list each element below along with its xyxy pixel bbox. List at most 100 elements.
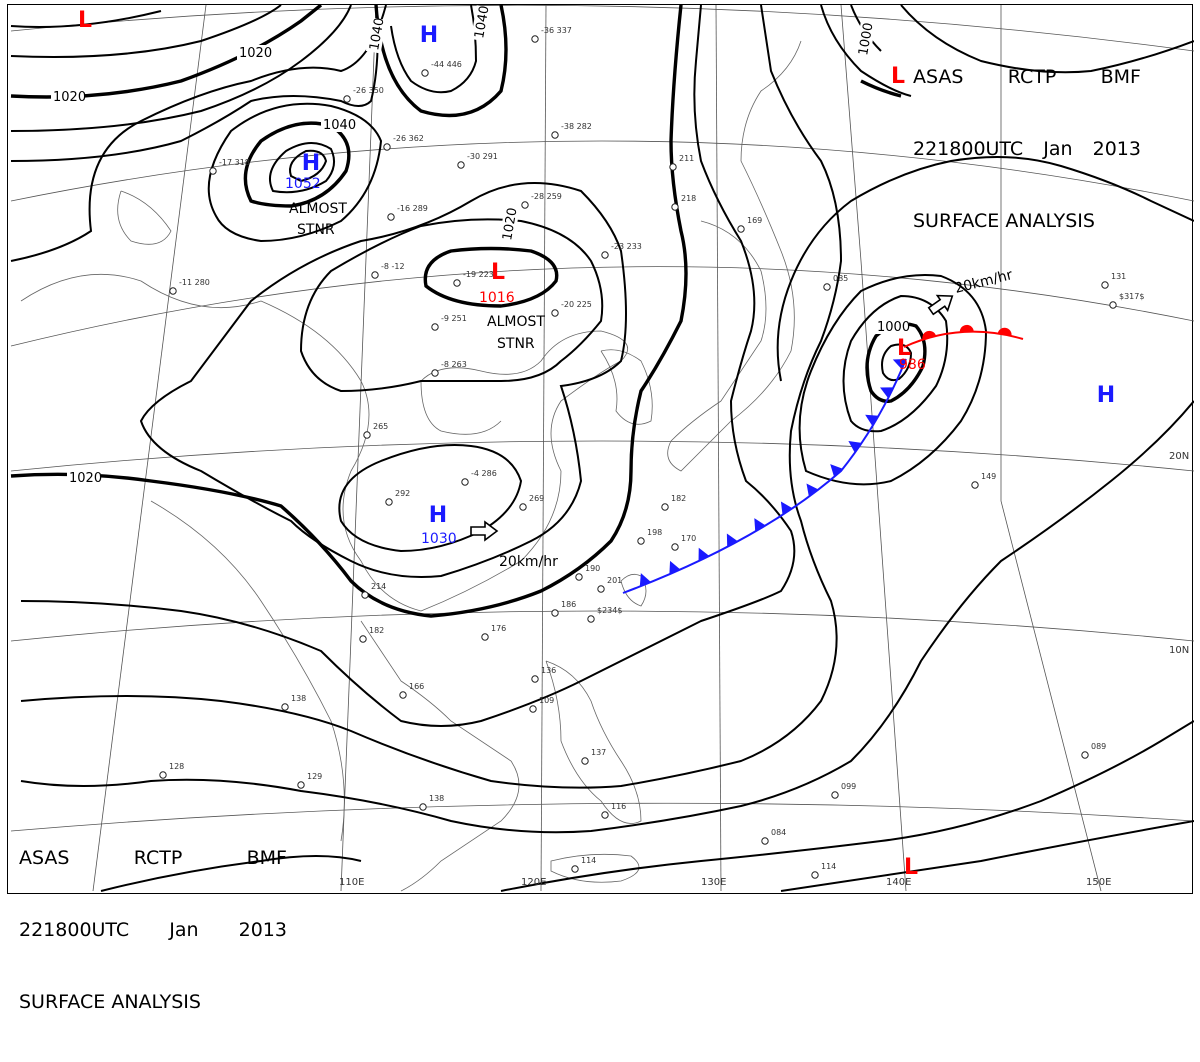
station-circle bbox=[571, 865, 579, 873]
station-plot: 099 bbox=[831, 782, 856, 799]
station-circle bbox=[669, 163, 677, 171]
station-circle bbox=[419, 803, 427, 811]
station-circle bbox=[453, 279, 461, 287]
title-station: RCTP bbox=[1007, 66, 1057, 88]
station-circle bbox=[637, 537, 645, 545]
station-circle bbox=[371, 271, 379, 279]
station-plot: -36 337 bbox=[531, 26, 572, 43]
isobar-label: 1020 bbox=[239, 46, 272, 61]
station-plot: 136 bbox=[531, 666, 556, 683]
station-value: 114 bbox=[821, 862, 836, 871]
station-plot: 211 bbox=[669, 154, 694, 171]
station-value: 116 bbox=[611, 802, 626, 811]
station-plots: -36 337 -44 446 -26 350 -26 362 -38 282 -30 2… bbox=[159, 26, 1144, 879]
isobar-label-bg bbox=[51, 89, 85, 104]
station-value: 292 bbox=[395, 489, 410, 498]
station-circle bbox=[551, 609, 559, 617]
station-circle bbox=[281, 703, 289, 711]
isobar-label-bg bbox=[321, 117, 355, 132]
cold-front-triangle bbox=[830, 464, 843, 477]
cold-front-triangle bbox=[726, 533, 738, 547]
station-plot: 190 bbox=[575, 564, 600, 581]
station-value: 182 bbox=[369, 626, 384, 635]
coastlines bbox=[20, 40, 802, 892]
isobar-label: 1040 bbox=[323, 118, 356, 133]
station-plot: -30 291 bbox=[457, 152, 498, 169]
station-plot: 265 bbox=[363, 422, 388, 439]
station-circle bbox=[661, 503, 669, 511]
station-circle bbox=[531, 35, 539, 43]
station-circle bbox=[481, 633, 489, 641]
station-plot: 084 bbox=[761, 828, 786, 845]
station-plot: 218 bbox=[671, 194, 696, 211]
station-plot: 085 bbox=[823, 274, 848, 291]
station-value: 218 bbox=[681, 194, 696, 203]
station-circle bbox=[521, 201, 529, 209]
station-circle bbox=[1109, 301, 1117, 309]
station-value: 084 bbox=[771, 828, 786, 837]
station-value: 138 bbox=[291, 694, 306, 703]
map-title-bottom: ASAS RCTP BMF 221800UTC Jan 2013 SURFACE ANA… bbox=[19, 798, 287, 1062]
title-year: 2013 bbox=[1092, 138, 1141, 160]
station-plot: -11 280 bbox=[169, 278, 210, 295]
title-kind: SURFACE ANALYSIS bbox=[913, 210, 1095, 232]
title-kind: SURFACE ANALYSIS bbox=[19, 991, 201, 1013]
low-center-pressure: 986 bbox=[899, 357, 926, 373]
station-circle bbox=[169, 287, 177, 295]
isobar-label-bg bbox=[875, 319, 909, 334]
station-circle bbox=[811, 871, 819, 879]
station-value: 128 bbox=[169, 762, 184, 771]
warm-front-semicircle bbox=[997, 327, 1012, 337]
almost-stnr-1-line2: STNR bbox=[297, 222, 335, 238]
motion-arrow-high bbox=[470, 520, 499, 542]
station-circle bbox=[457, 161, 465, 169]
title-agency: BMF bbox=[246, 847, 287, 869]
station-value: -16 289 bbox=[397, 204, 428, 213]
station-plot: -9 251 bbox=[431, 314, 467, 331]
station-value: -8 263 bbox=[441, 360, 467, 369]
warm-front-semicircle bbox=[959, 324, 974, 333]
station-circle bbox=[971, 481, 979, 489]
station-plot: -19 223 bbox=[453, 270, 494, 287]
title-month: Jan bbox=[1043, 138, 1073, 160]
low-center-symbol: L bbox=[78, 8, 92, 33]
station-circle bbox=[581, 757, 589, 765]
station-value: -26 362 bbox=[393, 134, 424, 143]
station-circle bbox=[737, 225, 745, 233]
station-plot: 109 bbox=[529, 696, 554, 713]
isobar-label-bg bbox=[498, 207, 520, 244]
station-value: -11 280 bbox=[179, 278, 210, 287]
high-center-symbol: H bbox=[1097, 383, 1115, 408]
cold-front-triangle bbox=[639, 573, 651, 587]
station-circle bbox=[385, 498, 393, 506]
station-plot: 170 bbox=[671, 534, 696, 551]
station-circle bbox=[551, 309, 559, 317]
isobar-label: 1000 bbox=[856, 21, 877, 56]
station-value: 109 bbox=[539, 696, 554, 705]
station-value: -30 291 bbox=[467, 152, 498, 161]
station-plot: 182 bbox=[661, 494, 686, 511]
station-value: 190 bbox=[585, 564, 600, 573]
station-value: 137 bbox=[591, 748, 606, 757]
cold-front-triangle bbox=[848, 440, 862, 453]
station-value: 136 bbox=[541, 666, 556, 675]
lat-label-10n: 10N bbox=[1169, 645, 1189, 656]
coordinate-labels: 110E 120E 130E 140E 150E 20N 10N bbox=[339, 451, 1189, 888]
station-value: 211 bbox=[679, 154, 694, 163]
station-value: -26 350 bbox=[353, 86, 384, 95]
title-year: 2013 bbox=[238, 919, 287, 941]
station-plot: 169 bbox=[737, 216, 762, 233]
station-value: 265 bbox=[373, 422, 388, 431]
almost-stnr-1-line1: ALMOST bbox=[289, 201, 347, 217]
station-plot: -16 289 bbox=[387, 204, 428, 221]
isobar-label: 1040 bbox=[472, 5, 493, 40]
station-plot: 186 bbox=[551, 600, 576, 617]
station-circle bbox=[761, 837, 769, 845]
lon-label-140: 140E bbox=[886, 877, 911, 888]
station-circle bbox=[399, 691, 407, 699]
station-plot: 089 bbox=[1081, 742, 1106, 759]
high-center-pressure: 1052 bbox=[285, 176, 321, 192]
graticule bbox=[10, 5, 1194, 892]
isobar-label: 1000 bbox=[877, 320, 910, 335]
station-plot: 182 bbox=[359, 626, 384, 643]
